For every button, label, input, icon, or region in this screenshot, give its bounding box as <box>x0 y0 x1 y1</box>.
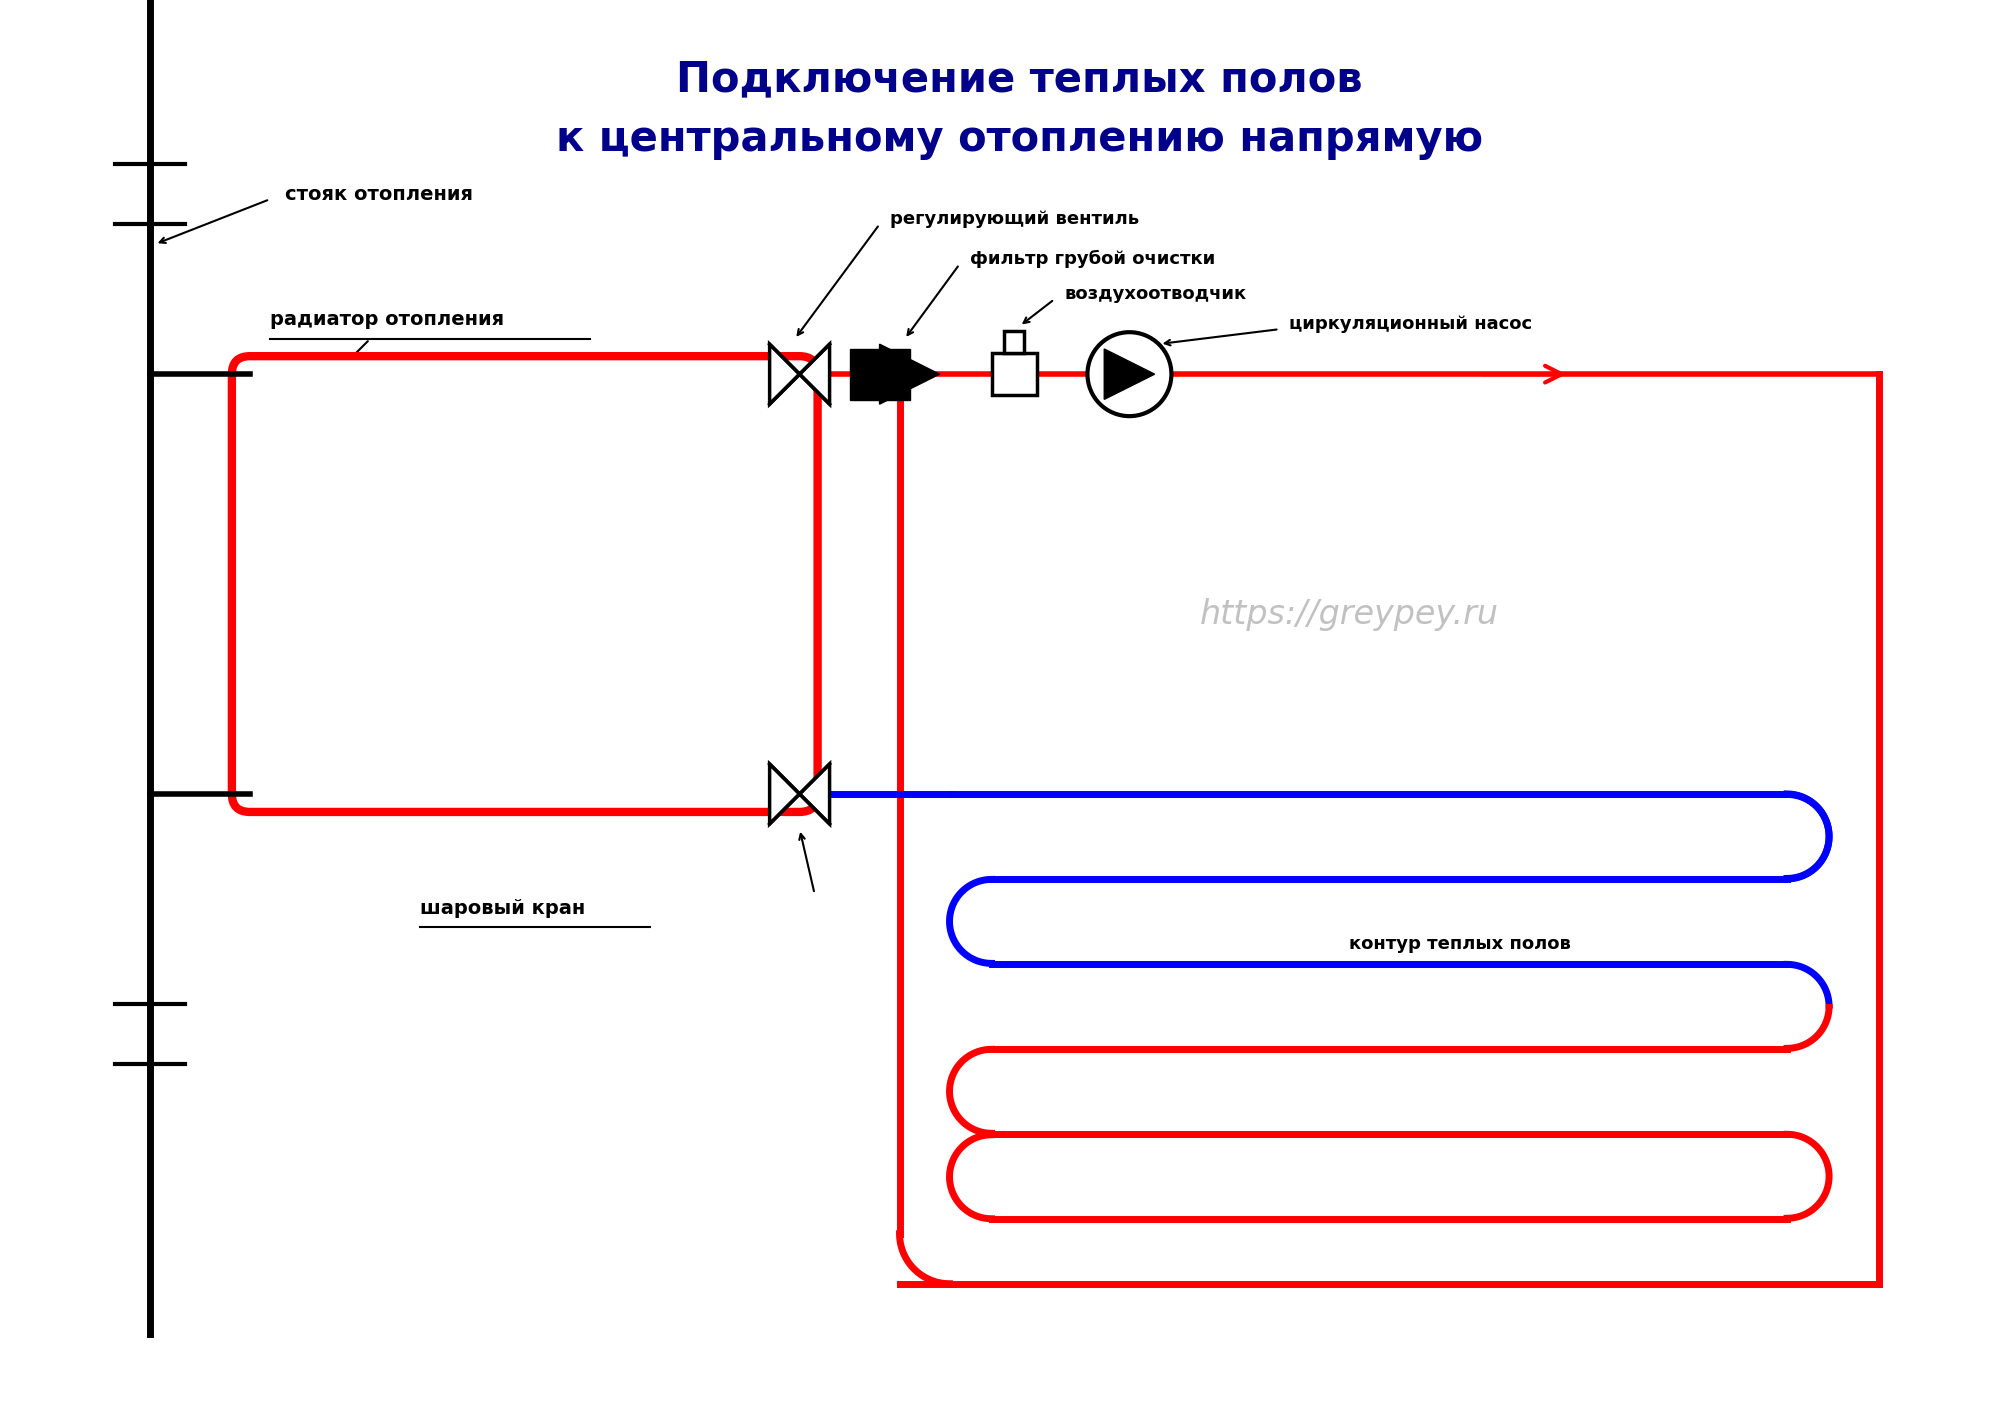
Text: воздухоотводчик: воздухоотводчик <box>1065 286 1247 303</box>
FancyBboxPatch shape <box>232 356 817 812</box>
Text: к центральному отоплению напрямую: к центральному отоплению напрямую <box>555 119 1483 160</box>
Text: циркуляционный насос: циркуляционный насос <box>1289 315 1532 334</box>
Text: стояк отопления: стояк отопления <box>284 185 474 204</box>
Bar <box>1005 331 1025 354</box>
Polygon shape <box>1103 349 1155 399</box>
Circle shape <box>1087 332 1171 416</box>
Text: https://greypey.ru: https://greypey.ru <box>1199 598 1498 631</box>
Text: фильтр грубой очистки: фильтр грубой очистки <box>969 250 1215 269</box>
Bar <box>849 349 909 400</box>
Polygon shape <box>769 344 799 404</box>
Polygon shape <box>879 344 939 404</box>
Polygon shape <box>799 764 829 824</box>
Text: шаровый кран: шаровый кран <box>420 899 585 919</box>
Polygon shape <box>769 764 799 824</box>
Bar <box>991 354 1037 395</box>
Text: регулирующий вентиль: регулирующий вентиль <box>889 211 1139 228</box>
Text: радиатор отопления: радиатор отопления <box>270 310 503 328</box>
Text: Подключение теплых полов: Подключение теплых полов <box>675 58 1363 100</box>
Polygon shape <box>799 344 829 404</box>
Text: контур теплых полов: контур теплых полов <box>1349 935 1570 953</box>
